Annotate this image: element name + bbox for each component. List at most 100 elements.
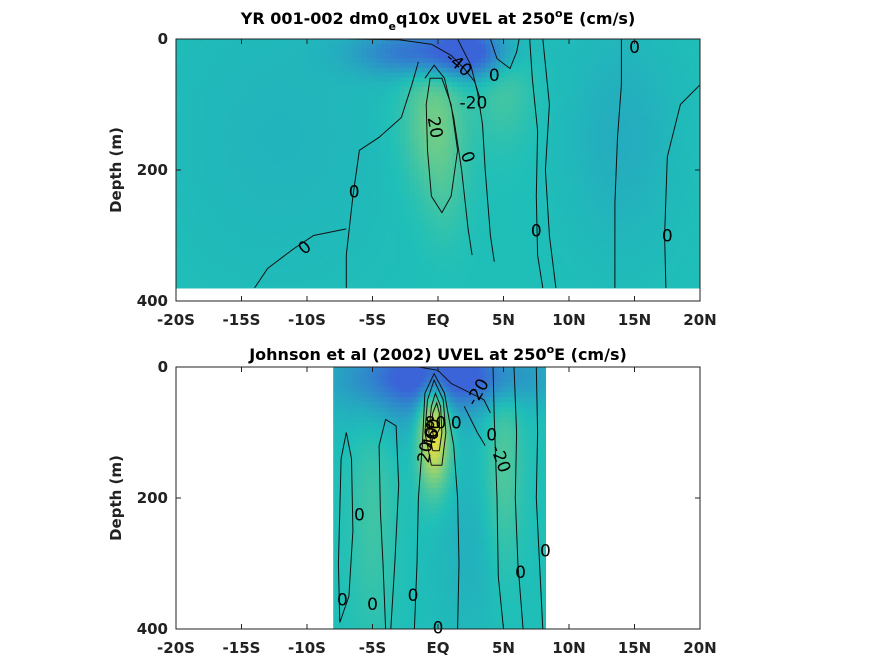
- field-cell: [276, 101, 282, 107]
- field-cell: [228, 263, 234, 270]
- field-cell: [533, 120, 539, 126]
- field-cell: [514, 120, 520, 126]
- field-cell: [457, 196, 463, 203]
- field-cell: [199, 283, 206, 289]
- field-cell: [295, 182, 301, 188]
- field-cell: [395, 230, 401, 236]
- field-cell: [390, 139, 396, 145]
- field-cell: [523, 91, 530, 98]
- field-cell: [547, 48, 553, 54]
- field-cell: [466, 58, 472, 64]
- field-cell: [185, 225, 191, 232]
- field-cell: [357, 163, 363, 169]
- field-cell: [414, 244, 420, 251]
- field-cell: [223, 110, 229, 117]
- field-cell: [233, 230, 239, 236]
- field-cell: [471, 240, 477, 246]
- field-cell: [271, 96, 277, 102]
- field-cell: [357, 182, 363, 188]
- field-cell: [195, 96, 201, 102]
- field-cell: [499, 192, 506, 198]
- field-cell: [480, 283, 487, 289]
- field-cell: [614, 110, 620, 117]
- field-cell: [333, 278, 339, 284]
- field-cell: [495, 235, 501, 241]
- field-cell: [237, 254, 244, 260]
- field-cell: [204, 110, 210, 117]
- field-cell: [252, 106, 258, 112]
- field-cell: [199, 168, 206, 174]
- field-cell: [290, 268, 296, 275]
- field-cell: [418, 173, 425, 179]
- field-cell: [304, 211, 310, 217]
- field-cell: [461, 216, 468, 222]
- field-cell: [371, 43, 377, 50]
- field-cell: [442, 53, 449, 59]
- field-cell: [266, 62, 272, 69]
- field-cell: [399, 225, 406, 232]
- field-cell: [242, 129, 249, 136]
- field-cell: [466, 96, 472, 102]
- field-cell: [342, 48, 349, 54]
- field-cell: [476, 144, 482, 150]
- field-cell: [390, 211, 396, 217]
- field-cell: [447, 120, 453, 126]
- field-cell: [590, 62, 596, 69]
- field-cell: [252, 240, 258, 246]
- field-cell: [242, 216, 249, 222]
- field-cell: [318, 101, 325, 107]
- field-cell: [395, 101, 401, 107]
- field-cell: [190, 283, 196, 289]
- field-cell: [442, 144, 449, 150]
- field-cell: [195, 230, 201, 236]
- field-cell: [214, 67, 220, 74]
- field-cell: [428, 235, 434, 241]
- field-cell: [542, 254, 549, 260]
- field-cell: [509, 110, 515, 117]
- field-cell: [323, 263, 330, 270]
- field-cell: [366, 201, 372, 208]
- field-cell: [266, 144, 272, 150]
- field-cell: [452, 48, 458, 54]
- field-cell: [333, 254, 339, 260]
- field-cell: [490, 168, 496, 174]
- field-cell: [385, 163, 391, 169]
- field-cell: [347, 268, 353, 275]
- field-cell: [290, 53, 296, 59]
- field-cell: [566, 58, 572, 64]
- field-cell: [209, 48, 215, 54]
- field-cell: [223, 177, 229, 184]
- field-cell: [604, 91, 611, 98]
- field-cell: [623, 125, 630, 131]
- field-cell: [447, 192, 453, 198]
- field-cell: [190, 86, 196, 93]
- field-cell: [476, 216, 482, 222]
- field-cell: [547, 91, 553, 98]
- field-cell: [490, 278, 496, 284]
- field-cell: [599, 168, 606, 174]
- field-cell: [366, 163, 372, 169]
- field-cell: [328, 158, 334, 165]
- field-cell: [423, 196, 430, 203]
- field-cell: [466, 129, 472, 136]
- field-cell: [566, 163, 572, 169]
- field-cell: [547, 283, 553, 289]
- field-cell: [542, 96, 549, 102]
- field-cell: [304, 196, 310, 203]
- field-cell: [237, 91, 244, 98]
- field-cell: [261, 225, 268, 232]
- field-cell: [276, 216, 282, 222]
- field-cell: [295, 278, 301, 284]
- field-cell: [404, 263, 411, 270]
- field-cell: [323, 144, 330, 150]
- field-cell: [323, 106, 330, 112]
- field-cell: [428, 144, 434, 150]
- field-cell: [466, 158, 472, 165]
- field-cell: [471, 206, 477, 212]
- field-cell: [485, 77, 491, 83]
- field-cell: [309, 230, 315, 236]
- field-cell: [580, 240, 587, 246]
- field-cell: [609, 249, 615, 255]
- field-cell: [471, 273, 477, 279]
- field-cell: [495, 158, 501, 165]
